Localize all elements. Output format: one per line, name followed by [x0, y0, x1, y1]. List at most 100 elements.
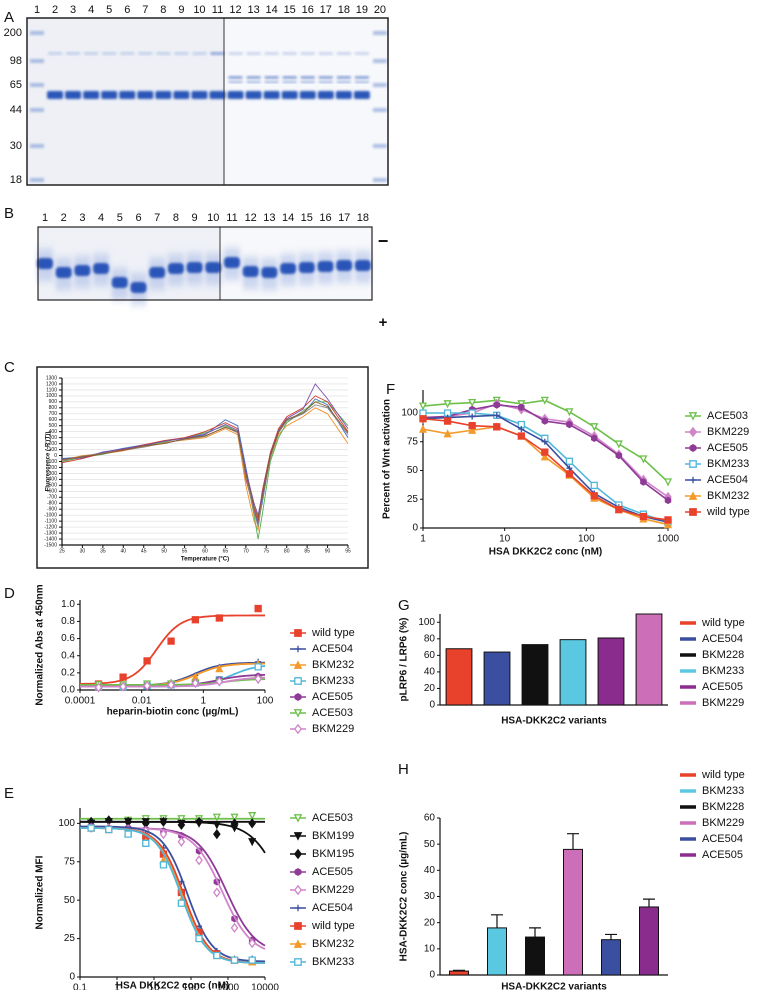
lane-label: 9: [192, 212, 198, 224]
series-line: [61, 401, 349, 520]
lane-label: 14: [282, 212, 294, 224]
x-tick-label: 100: [257, 696, 274, 707]
lane-label: 18: [357, 212, 369, 224]
bar: [525, 936, 545, 976]
data-point: [565, 470, 574, 478]
x-tick-label: 10: [148, 983, 160, 990]
data-point: [167, 637, 175, 645]
lane-label: 20: [374, 4, 386, 16]
y-axis-title: Fluorescence (-R'(T)): [46, 432, 52, 492]
y-tick-label: 1000: [46, 393, 57, 399]
lane-label: 6: [135, 212, 141, 224]
mw-label: 200: [4, 27, 22, 39]
x-tick-label: 25: [59, 548, 65, 554]
gel-band: [263, 91, 280, 99]
gel-band: [242, 266, 259, 277]
y-tick-label: 100: [418, 617, 435, 628]
x-tick-label: 65: [223, 548, 229, 554]
lane-label: 8: [173, 212, 179, 224]
lane-label: 5: [117, 212, 123, 224]
y-tick-label: 10: [424, 943, 436, 954]
gel-band: [264, 81, 279, 83]
y-tick-label: -800: [47, 501, 57, 507]
data-point: [541, 438, 548, 445]
data-point: [254, 604, 262, 613]
data-point: [565, 457, 574, 465]
x-tick-label: 0.0001: [65, 696, 96, 707]
data-point: [119, 673, 127, 681]
lane-label: 15: [284, 4, 296, 16]
data-point: [254, 663, 262, 671]
fit-curve: [79, 827, 266, 964]
lane-label: 3: [70, 4, 76, 16]
gel-band: [372, 31, 387, 35]
lane-label: 17: [320, 4, 332, 16]
y-tick-label: 50: [424, 839, 436, 850]
y-tick-label: 1300: [46, 375, 57, 381]
data-point: [640, 478, 647, 486]
y-tick-label: 50: [64, 895, 76, 906]
y-tick-label: 75: [407, 436, 419, 447]
y-tick-label: 800: [49, 405, 58, 411]
gel-band: [55, 267, 72, 278]
y-tick-label: 60: [424, 650, 436, 661]
data-point: [639, 512, 648, 521]
error-bar: [643, 898, 655, 907]
legend-marker: [294, 922, 302, 930]
legend-label: ACE504: [312, 643, 353, 655]
y-tick-label: -300: [47, 471, 57, 477]
legend-label: ACE505: [312, 691, 353, 703]
y-axis-title: HSA-DKK2C2 conc (µg/mL): [399, 832, 410, 962]
gel-band: [155, 91, 172, 99]
gel-band: [138, 52, 153, 55]
y-tick-label: 20: [424, 683, 436, 694]
gel-band: [354, 260, 371, 271]
x-tick-label: 95: [345, 548, 351, 554]
data-point: [663, 520, 673, 529]
gel-band: [372, 59, 387, 63]
fit-curve: [79, 614, 266, 685]
legend-label: ACE504: [702, 633, 743, 645]
data-point: [159, 816, 168, 827]
gel-band: [167, 263, 184, 274]
legend-marker: [294, 677, 302, 685]
gel-band: [93, 263, 110, 274]
data-point: [215, 676, 224, 687]
data-point: [468, 399, 477, 408]
gel-band: [227, 91, 244, 99]
legend-label: BKM229: [707, 426, 749, 438]
y-tick-label: 0.6: [61, 633, 75, 644]
legend-marker: [689, 460, 697, 468]
lane-label: 16: [302, 4, 314, 16]
lane-label: 7: [154, 212, 160, 224]
legend-marker: [293, 709, 303, 718]
lane-label: 4: [98, 212, 104, 224]
data-point: [195, 855, 203, 866]
gel-band: [174, 52, 189, 55]
gel-band: [47, 91, 64, 99]
legend-label: ACE505: [707, 442, 748, 454]
gel-band: [119, 91, 136, 99]
y-axis-title: pLRP6 / LRP6 (%): [399, 618, 410, 702]
y-tick-label: -500: [47, 483, 57, 489]
x-tick-label: 85: [304, 548, 310, 554]
gel-band: [48, 52, 63, 55]
data-point: [167, 679, 175, 690]
mw-label: 18: [10, 174, 22, 186]
lane-label: 13: [247, 4, 259, 16]
gel-band: [209, 91, 226, 99]
y-axis-title: Normalized Abs at 450nm: [35, 584, 46, 705]
y-tick-label: 25: [407, 494, 419, 505]
data-point: [468, 425, 477, 434]
data-point: [159, 829, 168, 840]
data-point: [493, 423, 501, 431]
legend-label: ACE505: [702, 681, 743, 693]
gel-band: [173, 91, 190, 99]
polarity-label: −: [378, 231, 389, 251]
y-tick-label: -900: [47, 507, 57, 513]
panel-letter: A: [4, 9, 14, 26]
x-tick-label: 100: [578, 534, 595, 545]
gel-band: [120, 52, 135, 55]
data-point: [191, 678, 200, 689]
